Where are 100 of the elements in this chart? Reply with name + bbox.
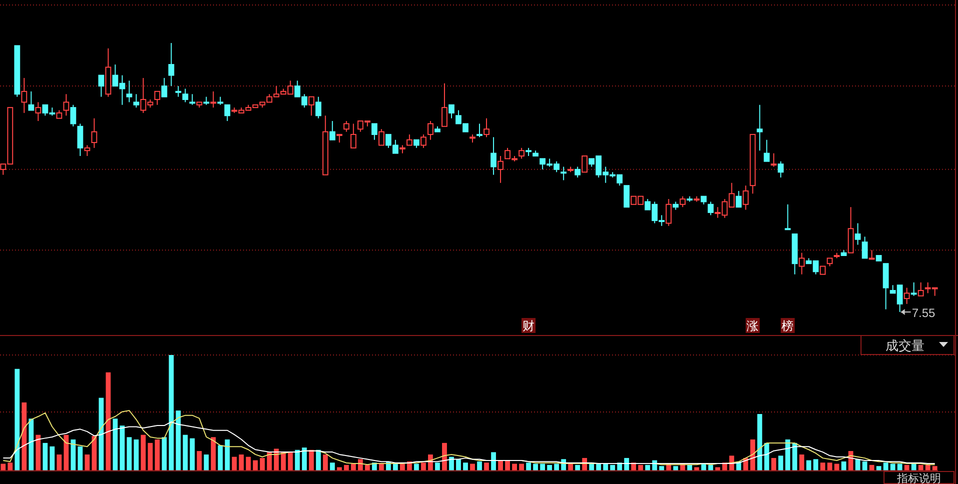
bar xyxy=(204,454,209,471)
candlestick xyxy=(315,96,322,119)
annotation: 7.55 xyxy=(912,306,936,320)
bar xyxy=(36,434,41,471)
candlestick xyxy=(35,102,42,122)
candlestick xyxy=(378,128,384,146)
candlestick xyxy=(918,282,924,296)
candlestick xyxy=(189,94,196,106)
bar xyxy=(308,450,314,471)
candlestick xyxy=(63,94,70,116)
candlestick xyxy=(175,86,182,98)
candlestick xyxy=(764,139,770,162)
candlestick xyxy=(329,120,336,140)
candlestick xyxy=(343,120,350,132)
bar xyxy=(442,442,447,471)
bar xyxy=(421,462,426,471)
bar xyxy=(491,452,496,471)
candlestick xyxy=(624,185,630,208)
candlestick xyxy=(862,236,868,259)
bar xyxy=(56,454,62,471)
bar xyxy=(463,462,468,471)
candlestick xyxy=(854,222,861,246)
candlestick xyxy=(910,282,917,296)
bar xyxy=(154,439,160,471)
candlestick xyxy=(91,118,98,148)
candlestick xyxy=(708,201,714,216)
bar xyxy=(456,459,461,471)
candlestick xyxy=(21,77,28,114)
candlestick xyxy=(448,104,454,119)
bar xyxy=(64,434,69,471)
bar xyxy=(42,442,48,471)
candlestick xyxy=(498,155,504,184)
bar xyxy=(232,456,237,471)
bar xyxy=(274,448,279,471)
candlestick xyxy=(904,287,910,304)
bar xyxy=(22,402,27,471)
candlestick xyxy=(582,155,588,173)
bar xyxy=(330,462,335,471)
candlestick xyxy=(442,82,448,127)
chart-title: 成交量 xyxy=(886,338,924,353)
bar xyxy=(435,462,440,471)
candlestick xyxy=(756,104,763,152)
candlestick xyxy=(680,196,686,208)
candlestick xyxy=(70,104,76,127)
candlestick xyxy=(428,120,434,140)
bar xyxy=(246,456,251,471)
bar xyxy=(50,446,55,471)
bar xyxy=(8,462,13,471)
candlestick xyxy=(778,160,784,178)
candlestick xyxy=(133,94,140,108)
candlestick xyxy=(77,123,84,156)
candlestick xyxy=(868,250,875,260)
bar xyxy=(302,448,307,471)
candlestick xyxy=(406,134,412,146)
candlestick xyxy=(126,80,132,103)
bar xyxy=(484,462,489,471)
bar xyxy=(196,451,202,471)
candlestick xyxy=(476,123,482,138)
bar xyxy=(266,452,272,471)
candlestick xyxy=(784,204,791,230)
bar xyxy=(883,462,888,471)
candlestick xyxy=(168,42,174,87)
bar xyxy=(316,450,321,471)
bar xyxy=(210,437,216,471)
bar xyxy=(252,460,258,471)
candlestick xyxy=(182,88,188,103)
text: 指标说明 xyxy=(896,473,941,484)
candlestick xyxy=(308,96,314,116)
bar xyxy=(238,454,244,471)
bar xyxy=(526,462,531,471)
bar xyxy=(260,458,265,471)
candlestick xyxy=(484,118,490,138)
bar xyxy=(294,450,300,471)
bar xyxy=(322,454,328,471)
candlestick xyxy=(210,90,216,108)
bar xyxy=(134,439,139,471)
candlestick xyxy=(798,252,805,275)
bar xyxy=(28,418,34,471)
bar xyxy=(288,452,293,471)
bar xyxy=(218,445,223,471)
bar xyxy=(14,368,20,471)
candlestick xyxy=(161,77,168,98)
candlestick xyxy=(560,166,567,181)
bar xyxy=(280,452,286,471)
candlestick xyxy=(770,152,777,168)
candlestick xyxy=(736,190,742,208)
candlestick xyxy=(490,136,496,176)
candlestick xyxy=(742,185,749,210)
candlestick xyxy=(350,123,356,148)
candlestick xyxy=(224,104,230,122)
bar xyxy=(477,461,482,471)
candlestick xyxy=(98,74,104,98)
candlestick xyxy=(574,166,581,178)
candlestick xyxy=(518,147,524,160)
candlestick xyxy=(371,123,378,140)
bar xyxy=(126,437,132,471)
candlestick xyxy=(28,90,34,111)
candlestick xyxy=(154,90,160,106)
bar xyxy=(224,439,230,471)
candlestick xyxy=(84,144,90,156)
